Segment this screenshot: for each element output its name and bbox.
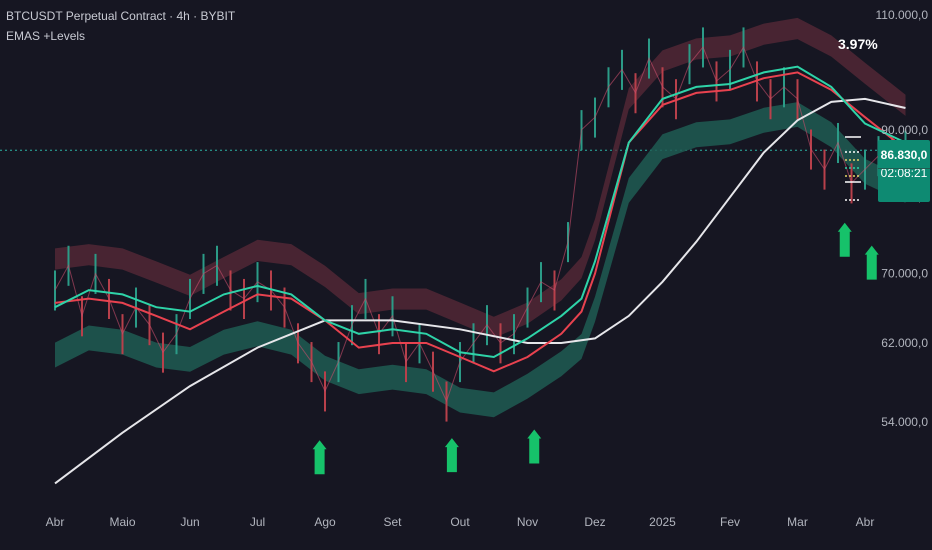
x-tick-label: Abr [46, 515, 65, 529]
x-tick-label: Dez [584, 515, 605, 529]
y-tick-label: 62.000,0 [881, 336, 928, 350]
indicator-name[interactable]: EMAS +Levels [6, 29, 86, 43]
buy-signals [312, 222, 879, 475]
chart-legend: BTCUSDT Perpetual Contract · 4h · BYBIT … [6, 6, 235, 46]
price-box-divider [878, 168, 930, 169]
x-tick-label: Ago [314, 515, 336, 529]
buy-signal-arrow [444, 438, 459, 473]
x-tick-label: Set [383, 515, 402, 529]
ema-slow-line [54, 97, 906, 485]
x-tick-label: Nov [517, 515, 538, 529]
x-tick-label: Jul [250, 515, 265, 529]
buy-signal-arrow [837, 222, 852, 257]
x-tick-label: Fev [720, 515, 740, 529]
symbol-title[interactable]: BTCUSDT Perpetual Contract · 4h · BYBIT [6, 9, 236, 23]
y-tick-label: 54.000,0 [881, 415, 928, 429]
lower-band [55, 102, 906, 418]
buy-signal-arrow [527, 429, 542, 464]
y-tick-label: 90.000,0 [881, 123, 928, 137]
x-tick-label: Mar [787, 515, 808, 529]
y-tick-label: 70.000,0 [881, 267, 928, 281]
level-markers [845, 136, 861, 201]
x-tick-label: Jun [180, 515, 199, 529]
upper-band [55, 17, 906, 339]
x-tick-label: Maio [109, 515, 135, 529]
percent-label: 3.97% [838, 36, 878, 52]
x-axis[interactable]: Abr Maio Jun Jul Ago Set Out Nov Dez 2025 Fev Mar Ab… [46, 515, 875, 529]
ema-lines [54, 27, 907, 485]
current-price-value: 86.830,0 [880, 148, 928, 162]
current-price-box: 86.830,0 02:08:21 [878, 140, 930, 202]
buy-signal-arrow [864, 245, 879, 280]
y-tick-label: 110.000,0 [876, 8, 929, 22]
ema-bands [55, 17, 906, 418]
x-tick-label: Out [450, 515, 470, 529]
x-tick-label: Abr [856, 515, 875, 529]
ema-mid-line [54, 71, 907, 373]
y-axis[interactable]: 110.000,090.000,080.000,070.000,062.000,… [876, 8, 929, 429]
ema-fast-line [54, 65, 906, 359]
bar-countdown: 02:08:21 [880, 166, 928, 180]
x-tick-label: 2025 [649, 515, 676, 529]
buy-signal-arrow [312, 440, 327, 475]
